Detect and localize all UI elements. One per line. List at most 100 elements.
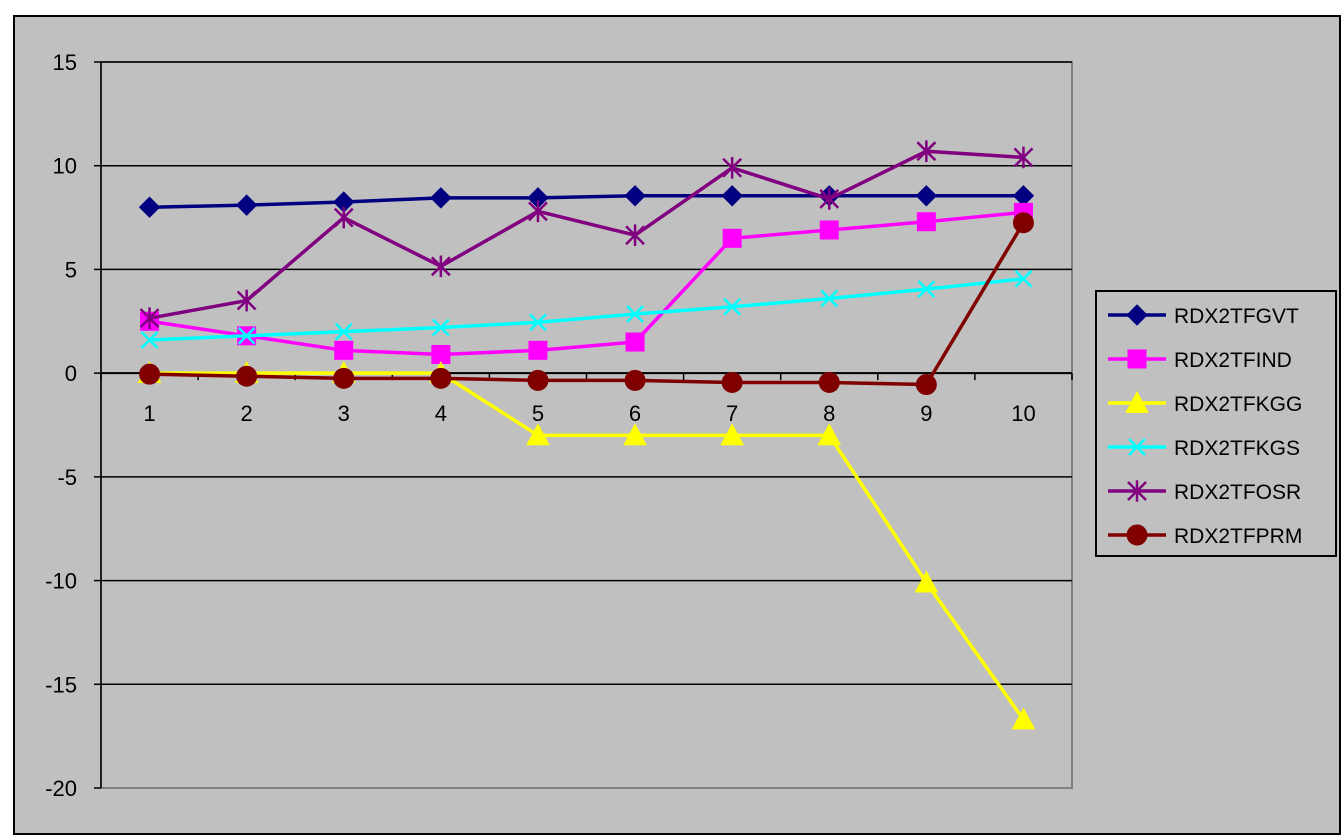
y-tick-label: -20 — [45, 776, 77, 801]
x-tick-label: 6 — [629, 401, 641, 426]
x-tick-label: 10 — [1011, 401, 1035, 426]
data-point-rdx2tfkgg — [526, 423, 550, 446]
x-axis-tick-labels: 1 2 3 4 5 6 7 8 9 10 — [143, 401, 1035, 426]
series-line-rdx2tfkgs — [149, 277, 1024, 342]
data-point-rdx2tfkgg — [914, 570, 939, 593]
data-point-rdx2tfprm — [236, 365, 258, 387]
data-point-rdx2tfprm — [721, 371, 743, 393]
data-point-rdx2tfkgs — [334, 322, 353, 341]
y-tick-label: 15 — [53, 50, 77, 75]
data-point-rdx2tfgvt — [430, 187, 452, 209]
legend: RDX2TFGVT RDX2TFIND RDX2TFKGG RDX2TFKGS RDX2… — [1095, 290, 1337, 557]
data-point-rdx2tfosr — [625, 224, 645, 247]
y-tick-label: -10 — [45, 569, 77, 594]
x-tick-label: 5 — [532, 401, 544, 426]
data-point-rdx2tfprm — [1012, 212, 1034, 234]
series-rdx2tfkgs — [140, 269, 1033, 349]
legend-item-rdx2tfgvt: RDX2TFGVT — [1108, 304, 1299, 328]
data-point-rdx2tfgvt — [721, 185, 743, 207]
legend-item-rdx2tfkgg: RDX2TFKGG — [1108, 390, 1302, 416]
y-tick-label: 10 — [53, 154, 77, 179]
data-point-rdx2tfprm — [527, 369, 549, 391]
legend-label: RDX2TFKGG — [1174, 393, 1302, 416]
data-point-rdx2tfosr — [1013, 146, 1034, 169]
y-tick-label: 5 — [65, 257, 77, 282]
legend-swatch-marker — [1126, 304, 1148, 326]
data-point-rdx2tfkgs — [529, 313, 547, 332]
y-tick-label: -15 — [45, 672, 77, 697]
legend-swatch-marker — [1126, 524, 1148, 546]
x-tick-label: 1 — [143, 401, 155, 426]
series-rdx2tfprm — [139, 212, 1034, 396]
y-axis-tick-labels: 15 10 5 0 -5 -10 -15 -20 — [45, 50, 77, 801]
x-tick-label: 7 — [726, 401, 738, 426]
legend-label: RDX2TFOSR — [1174, 481, 1301, 504]
y-tick-label: -5 — [57, 465, 77, 490]
legend-label: RDX2TFIND — [1174, 349, 1292, 372]
data-point-rdx2tfosr — [722, 156, 743, 179]
data-point-rdx2tfind — [819, 220, 839, 240]
data-point-rdx2tfprm — [139, 363, 161, 385]
legend-label: RDX2TFKGS — [1174, 437, 1300, 460]
series-line-rdx2tfind — [149, 210, 1024, 357]
legend-swatch-marker — [1127, 349, 1147, 369]
data-point-rdx2tfprm — [624, 369, 646, 391]
data-point-rdx2tfind — [722, 228, 742, 248]
legend-box — [1095, 290, 1337, 557]
legend-swatch-marker — [1128, 438, 1146, 456]
data-point-rdx2tfosr — [333, 206, 354, 229]
data-point-rdx2tfkgs — [820, 289, 839, 308]
data-point-rdx2tfprm — [333, 367, 355, 389]
series-line-rdx2tfkgg — [149, 371, 1025, 721]
data-point-rdx2tfind — [916, 212, 936, 232]
data-point-rdx2tfkgg — [720, 423, 744, 446]
data-point-rdx2tfprm — [430, 367, 452, 389]
x-tick-label: 3 — [338, 401, 350, 426]
legend-item-rdx2tfind: RDX2TFIND — [1108, 349, 1292, 372]
x-tick-label: 4 — [435, 401, 447, 426]
data-point-rdx2tfprm — [818, 371, 840, 393]
data-point-rdx2tfosr — [819, 188, 840, 210]
legend-item-rdx2tfkgs: RDX2TFKGS — [1108, 437, 1300, 460]
data-point-rdx2tfgvt — [624, 185, 646, 207]
data-point-rdx2tfgvt — [138, 196, 161, 218]
legend-item-rdx2tfosr: RDX2TFOSR — [1108, 480, 1301, 504]
data-point-rdx2tfkgs — [140, 331, 159, 349]
data-point-rdx2tfosr — [916, 140, 937, 162]
data-point-rdx2tfkgg — [817, 423, 842, 446]
data-point-rdx2tfkgs — [723, 297, 742, 316]
x-tick-label: 2 — [241, 401, 253, 426]
data-point-rdx2tfind — [334, 340, 354, 360]
data-point-rdx2tfkgs — [431, 318, 450, 337]
data-point-rdx2tfosr — [236, 289, 257, 312]
data-point-rdx2tfind — [431, 344, 451, 364]
series-line-rdx2tfosr — [149, 149, 1024, 320]
x-tick-label: 8 — [823, 401, 835, 426]
data-point-rdx2tfkgg — [1011, 707, 1036, 730]
legend-label: RDX2TFGVT — [1174, 305, 1299, 328]
series-rdx2tfosr — [139, 140, 1034, 329]
series-rdx2tfgvt — [138, 185, 1035, 218]
legend-swatch-marker — [1127, 480, 1147, 502]
x-tick-label: 9 — [920, 401, 932, 426]
series-layer — [137, 140, 1036, 730]
data-point-rdx2tfosr — [430, 255, 451, 278]
data-point-rdx2tfind — [528, 340, 548, 360]
data-point-rdx2tfkgs — [237, 326, 256, 345]
legend-label: RDX2TFPRM — [1174, 525, 1302, 548]
legend-item-rdx2tfprm: RDX2TFPRM — [1108, 524, 1302, 548]
data-point-rdx2tfprm — [915, 374, 937, 396]
data-point-rdx2tfgvt — [915, 185, 938, 207]
data-point-rdx2tfind — [625, 332, 645, 352]
data-point-rdx2tfosr — [139, 307, 160, 329]
data-point-rdx2tfkgs — [626, 305, 644, 323]
data-point-rdx2tfkgs — [1014, 269, 1033, 288]
data-point-rdx2tfkgs — [917, 280, 936, 299]
series-line-rdx2tfprm — [149, 221, 1025, 387]
legend-swatch-marker — [1125, 390, 1149, 413]
series-line-rdx2tfgvt — [149, 194, 1024, 209]
data-point-rdx2tfosr — [528, 200, 548, 223]
data-point-rdx2tfkgg — [623, 423, 647, 446]
data-point-rdx2tfgvt — [235, 194, 258, 216]
